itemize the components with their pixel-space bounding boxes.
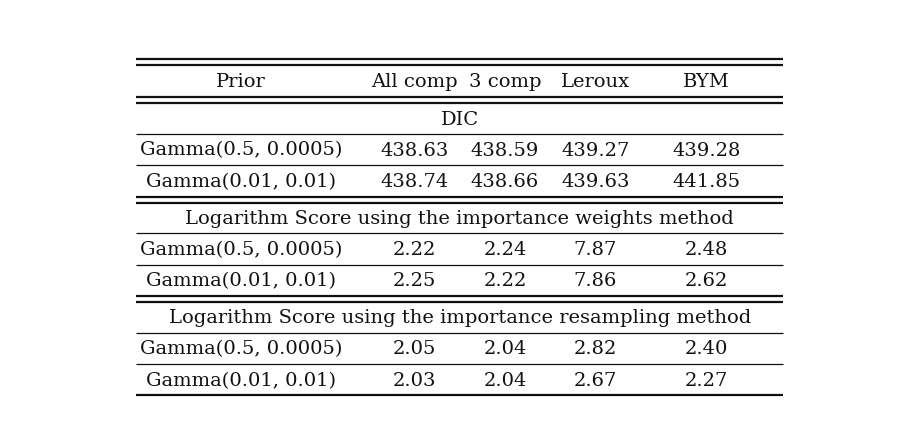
Text: Gamma(0.5, 0.0005): Gamma(0.5, 0.0005): [140, 141, 342, 159]
Text: 439.28: 439.28: [673, 141, 741, 159]
Text: Prior: Prior: [216, 73, 266, 91]
Text: 2.04: 2.04: [483, 339, 527, 357]
Text: 2.05: 2.05: [393, 339, 436, 357]
Text: 439.63: 439.63: [561, 173, 630, 191]
Text: 2.82: 2.82: [573, 339, 617, 357]
Text: DIC: DIC: [440, 110, 479, 128]
Text: 2.24: 2.24: [483, 240, 527, 258]
Text: 2.22: 2.22: [393, 240, 436, 258]
Text: Logarithm Score using the importance weights method: Logarithm Score using the importance wei…: [186, 209, 734, 227]
Text: Leroux: Leroux: [561, 73, 630, 91]
Text: 441.85: 441.85: [673, 173, 741, 191]
Text: 7.87: 7.87: [573, 240, 617, 258]
Text: Gamma(0.01, 0.01): Gamma(0.01, 0.01): [145, 371, 335, 389]
Text: 3 comp: 3 comp: [468, 73, 541, 91]
Text: All comp: All comp: [371, 73, 457, 91]
Text: 2.62: 2.62: [684, 272, 728, 290]
Text: 438.59: 438.59: [471, 141, 539, 159]
Text: 2.04: 2.04: [483, 371, 527, 389]
Text: 2.25: 2.25: [393, 272, 436, 290]
Text: 438.74: 438.74: [380, 173, 448, 191]
Text: 438.66: 438.66: [471, 173, 539, 191]
Text: 7.86: 7.86: [573, 272, 617, 290]
Text: 2.03: 2.03: [393, 371, 436, 389]
Text: Gamma(0.5, 0.0005): Gamma(0.5, 0.0005): [140, 240, 342, 258]
Text: 438.63: 438.63: [380, 141, 448, 159]
Text: 2.22: 2.22: [483, 272, 527, 290]
Text: Gamma(0.5, 0.0005): Gamma(0.5, 0.0005): [140, 339, 342, 357]
Text: Gamma(0.01, 0.01): Gamma(0.01, 0.01): [145, 272, 335, 290]
Text: 2.27: 2.27: [684, 371, 728, 389]
Text: 2.40: 2.40: [684, 339, 728, 357]
Text: Logarithm Score using the importance resampling method: Logarithm Score using the importance res…: [169, 309, 751, 327]
Text: 2.67: 2.67: [573, 371, 617, 389]
Text: 2.48: 2.48: [684, 240, 728, 258]
Text: BYM: BYM: [684, 73, 730, 91]
Text: 439.27: 439.27: [562, 141, 630, 159]
Text: Gamma(0.01, 0.01): Gamma(0.01, 0.01): [145, 173, 335, 191]
